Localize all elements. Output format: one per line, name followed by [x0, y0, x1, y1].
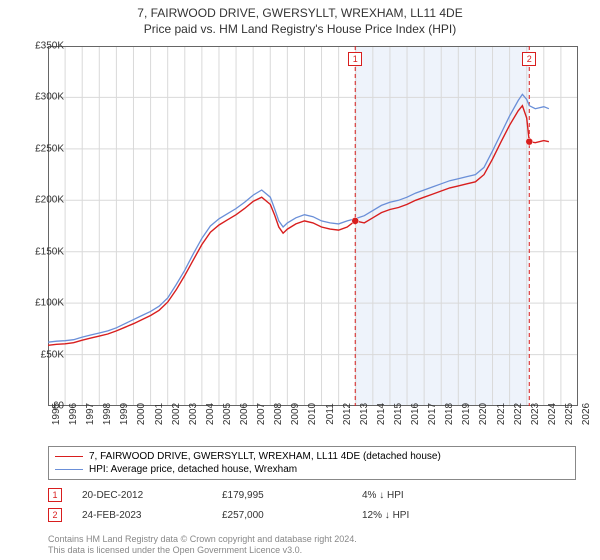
x-tick-label: 2010 — [307, 403, 318, 425]
x-tick-label: 1999 — [119, 403, 130, 425]
title-address: 7, FAIRWOOD DRIVE, GWERSYLLT, WREXHAM, L… — [0, 6, 600, 20]
legend-swatch — [55, 469, 83, 470]
x-tick-label: 2009 — [290, 403, 301, 425]
y-tick-label: £300K — [35, 92, 64, 103]
x-tick-label: 2007 — [256, 403, 267, 425]
x-tick-label: 2026 — [581, 403, 592, 425]
title-subtitle: Price paid vs. HM Land Registry's House … — [0, 22, 600, 36]
x-tick-label: 1997 — [85, 403, 96, 425]
legend-label: 7, FAIRWOOD DRIVE, GWERSYLLT, WREXHAM, L… — [89, 451, 441, 462]
x-tick-label: 2019 — [461, 403, 472, 425]
x-tick-label: 2018 — [444, 403, 455, 425]
x-tick-label: 1996 — [68, 403, 79, 425]
sale-date: 20-DEC-2012 — [82, 490, 222, 501]
y-tick-label: £200K — [35, 195, 64, 206]
y-tick-label: £100K — [35, 298, 64, 309]
x-tick-label: 2006 — [239, 403, 250, 425]
x-tick-label: 2005 — [222, 403, 233, 425]
x-tick-label: 2025 — [564, 403, 575, 425]
legend: 7, FAIRWOOD DRIVE, GWERSYLLT, WREXHAM, L… — [48, 446, 576, 480]
chart-container: 7, FAIRWOOD DRIVE, GWERSYLLT, WREXHAM, L… — [0, 0, 600, 560]
x-tick-label: 2004 — [205, 403, 216, 425]
x-tick-label: 2003 — [188, 403, 199, 425]
chart-marker-2: 2 — [522, 52, 536, 66]
x-tick-label: 2015 — [393, 403, 404, 425]
x-tick-label: 2024 — [547, 403, 558, 425]
x-tick-label: 2017 — [427, 403, 438, 425]
x-tick-label: 2001 — [154, 403, 165, 425]
x-tick-label: 1998 — [102, 403, 113, 425]
footer-attribution: Contains HM Land Registry data © Crown c… — [48, 534, 357, 556]
y-tick-label: £150K — [35, 246, 64, 257]
x-tick-label: 2022 — [513, 403, 524, 425]
x-tick-label: 2002 — [171, 403, 182, 425]
title-block: 7, FAIRWOOD DRIVE, GWERSYLLT, WREXHAM, L… — [0, 0, 600, 36]
sale-price: £179,995 — [222, 490, 362, 501]
legend-item-hpi: HPI: Average price, detached house, Wrex… — [55, 463, 569, 476]
x-tick-label: 2014 — [376, 403, 387, 425]
x-tick-label: 1995 — [51, 403, 62, 425]
x-tick-label: 2011 — [325, 403, 336, 425]
x-tick-label: 2013 — [359, 403, 370, 425]
sale-row-2: 2 24-FEB-2023 £257,000 12% ↓ HPI — [48, 508, 576, 522]
y-tick-label: £350K — [35, 41, 64, 52]
y-tick-label: £50K — [41, 349, 64, 360]
x-tick-label: 2008 — [273, 403, 284, 425]
x-tick-label: 2023 — [530, 403, 541, 425]
sale-marker-2-icon: 2 — [48, 508, 62, 522]
sale-delta: 12% ↓ HPI — [362, 510, 502, 521]
sale-delta: 4% ↓ HPI — [362, 490, 502, 501]
chart-marker-1: 1 — [348, 52, 362, 66]
sale-row-1: 1 20-DEC-2012 £179,995 4% ↓ HPI — [48, 488, 576, 502]
legend-item-price-paid: 7, FAIRWOOD DRIVE, GWERSYLLT, WREXHAM, L… — [55, 450, 569, 463]
x-tick-label: 2012 — [342, 403, 353, 425]
footer-line1: Contains HM Land Registry data © Crown c… — [48, 534, 357, 545]
x-tick-label: 2000 — [136, 403, 147, 425]
y-tick-label: £250K — [35, 143, 64, 154]
x-tick-label: 2020 — [478, 403, 489, 425]
sale-price: £257,000 — [222, 510, 362, 521]
sale-marker-1-icon: 1 — [48, 488, 62, 502]
footer-line2: This data is licensed under the Open Gov… — [48, 545, 357, 556]
sale-date: 24-FEB-2023 — [82, 510, 222, 521]
legend-label: HPI: Average price, detached house, Wrex… — [89, 464, 297, 475]
x-tick-label: 2021 — [496, 403, 507, 425]
legend-swatch — [55, 456, 83, 457]
price-chart — [48, 46, 578, 406]
x-tick-label: 2016 — [410, 403, 421, 425]
